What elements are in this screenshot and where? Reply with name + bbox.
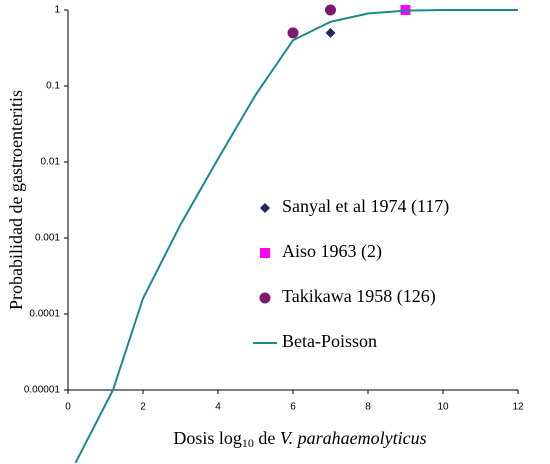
legend-label: Beta-Poisson [282, 331, 377, 351]
diamond-marker [325, 27, 336, 38]
x-label-sub: 10 [242, 436, 254, 450]
x-tick-label: 10 [437, 402, 449, 413]
circle-marker [325, 4, 336, 16]
y-tick-label: 0.0001 [29, 309, 60, 320]
y-tick-label: 1 [54, 5, 60, 16]
legend-label: Sanyal et al 1974 (117) [282, 196, 449, 217]
x-tick-label: 6 [290, 402, 296, 413]
x-tick-label: 4 [215, 402, 221, 413]
y-tick-label: 0.00001 [24, 385, 61, 396]
legend-label: Aiso 1963 (2) [282, 241, 382, 262]
x-tick-label: 8 [365, 402, 371, 413]
y-tick-label: 0.1 [46, 81, 60, 92]
y-tick-label: 0.01 [41, 157, 61, 168]
x-label-middle: de [254, 428, 280, 448]
diamond-marker [260, 203, 270, 213]
x-tick-label: 2 [140, 402, 146, 413]
x-label-prefix: Dosis log [173, 428, 242, 448]
x-label-italic: V. parahaemolyticus [280, 428, 427, 448]
y-tick-label: 0.001 [35, 233, 60, 244]
x-tick-label: 12 [512, 402, 524, 413]
square-marker [260, 248, 270, 258]
circle-marker [287, 27, 299, 39]
legend-label: Takikawa 1958 (126) [282, 286, 436, 307]
fit-line [74, 9, 518, 464]
x-axis-label: Dosis log10 de V. parahaemolyticus [173, 428, 426, 450]
circle-marker [259, 292, 271, 304]
y-axis-label: Probabilidad de gastroenteritis [6, 90, 26, 310]
x-tick-label: 0 [65, 402, 71, 413]
